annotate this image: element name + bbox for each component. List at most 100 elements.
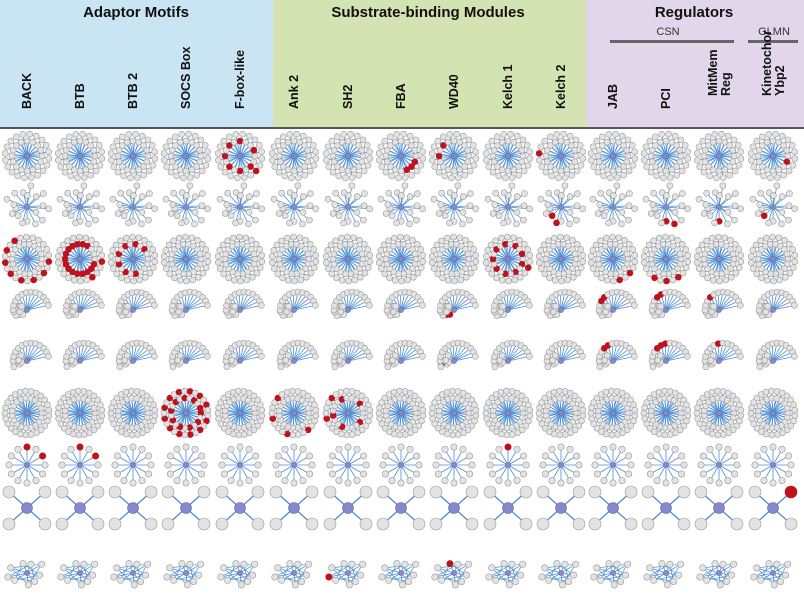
network-node (472, 353, 479, 360)
network-grid (1, 130, 799, 589)
network-node (329, 210, 337, 217)
network-edge (560, 258, 574, 278)
network-node (12, 274, 19, 282)
network-r4-c3 (168, 339, 211, 371)
network-node (96, 264, 104, 271)
network-node (558, 192, 565, 199)
hub-node (183, 307, 189, 313)
network-node (754, 210, 762, 217)
network-node (6, 241, 14, 249)
network-edge (400, 258, 423, 263)
network-edge (698, 198, 720, 208)
network-edge (718, 139, 735, 157)
network-edge (545, 155, 562, 173)
network-node (579, 148, 586, 156)
network-edge (293, 155, 306, 176)
network-node (149, 161, 157, 169)
network-node (482, 150, 490, 157)
network-r4-c11 (595, 339, 638, 371)
network-edge (665, 139, 682, 157)
network-node (18, 303, 26, 310)
network-edge (437, 140, 455, 157)
network-node (345, 277, 352, 285)
network-r2-c14 (747, 233, 799, 285)
network-node (348, 182, 356, 189)
network-edge (227, 240, 241, 260)
network-node (629, 264, 637, 271)
network-node (487, 241, 495, 249)
network-edge (272, 255, 295, 260)
network-node (752, 241, 760, 249)
network-edge (164, 258, 187, 264)
hub-node (558, 256, 564, 262)
network-node (185, 130, 192, 138)
network-edge (293, 135, 304, 157)
network-node (169, 201, 177, 208)
network-r3-c14 (755, 288, 798, 319)
network-edge (185, 155, 191, 178)
network-edge (347, 258, 369, 269)
network-node (780, 163, 787, 170)
network-node (553, 131, 561, 138)
network-node (37, 158, 45, 166)
network-node (177, 303, 185, 310)
network-node (108, 415, 116, 422)
network-node (642, 247, 650, 254)
network-edge (239, 258, 253, 278)
network-node (283, 388, 291, 396)
network-node (305, 136, 313, 144)
hub-node (77, 256, 83, 262)
network-r2-c13 (693, 233, 745, 285)
network-node (392, 303, 400, 310)
network-node (108, 259, 115, 266)
network-edge (768, 134, 774, 157)
network-edge (347, 155, 353, 178)
network-r5-c5 (268, 387, 320, 439)
network-node (729, 250, 737, 258)
network-edge (665, 237, 673, 260)
column-label-text: SOCS Box (179, 46, 193, 109)
network-node (204, 148, 211, 156)
network-node (510, 138, 518, 146)
network-edge (605, 237, 614, 260)
network-node (615, 166, 623, 174)
network-node (161, 156, 168, 164)
hub-node (716, 307, 722, 313)
network-edge (239, 237, 247, 260)
network-r1-c12 (642, 182, 692, 228)
network-node (149, 246, 157, 253)
network-edge (654, 258, 667, 278)
network-edge (400, 206, 423, 210)
network-edge (58, 258, 81, 264)
network-r4-c0 (9, 339, 52, 371)
network-node (783, 250, 791, 258)
network-node (151, 252, 158, 259)
network-node (594, 152, 602, 160)
network-edge (718, 135, 729, 157)
network-node (268, 409, 276, 417)
network-edge (701, 244, 720, 260)
network-r2-c8 (428, 233, 480, 285)
network-node (673, 142, 680, 149)
network-node (461, 163, 468, 170)
network-node (174, 356, 181, 364)
hub-node (451, 153, 457, 159)
network-node (344, 137, 352, 145)
network-node (647, 152, 655, 160)
network-r0-c11 (587, 130, 639, 182)
hub-node (24, 410, 30, 416)
network-edge (79, 294, 94, 311)
network-node (161, 259, 168, 266)
network-node (668, 166, 676, 174)
network-edge (111, 258, 134, 264)
network-node (45, 406, 53, 414)
network-node (663, 192, 670, 199)
network-edge (718, 240, 731, 260)
network-node (304, 250, 312, 258)
network-node (516, 236, 523, 244)
network-node (551, 234, 558, 242)
network-edge (507, 258, 509, 282)
highlighted-node (17, 276, 25, 284)
column-label-text: F-box-like (233, 49, 247, 109)
network-edge (293, 296, 311, 311)
